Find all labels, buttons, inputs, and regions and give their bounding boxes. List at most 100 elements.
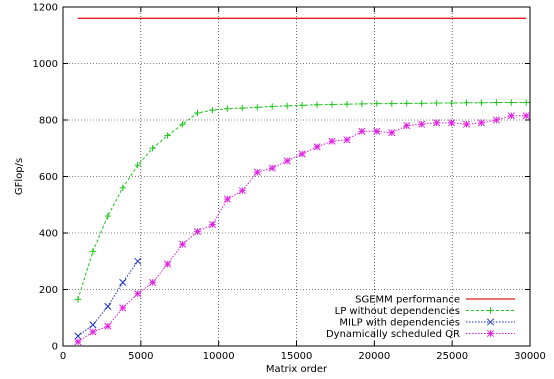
data-point: [89, 248, 97, 255]
x-tick-label: 10000: [203, 351, 235, 362]
data-point: [507, 112, 515, 120]
data-point: [269, 103, 276, 110]
data-point: [194, 109, 201, 117]
data-point: [522, 112, 530, 120]
data-point: [89, 321, 97, 329]
x-tick-label: 15000: [281, 351, 313, 362]
y-tick-label: 800: [39, 116, 58, 127]
data-point: [268, 164, 276, 172]
data-point: [493, 99, 500, 106]
x-tick-label: 0: [60, 351, 66, 362]
data-point: [178, 240, 187, 248]
legend-swatch-marker: [487, 307, 494, 314]
legend-entry: MILP with dependencies: [339, 318, 515, 329]
y-tick-label: 0: [52, 342, 58, 353]
data-point: [238, 187, 246, 195]
legend-swatch-marker: [486, 329, 495, 338]
legend-swatch-marker: [486, 318, 495, 326]
x-tick-label: 25000: [436, 351, 468, 362]
data-point: [433, 119, 441, 127]
y-axis-title: GFlop/s: [14, 158, 25, 195]
data-point: [104, 322, 112, 330]
x-tick-label: 30000: [514, 351, 546, 362]
x-tick-label: 5000: [128, 351, 153, 362]
data-point: [164, 260, 172, 268]
data-point: [89, 328, 97, 336]
data-point: [523, 99, 530, 106]
data-point: [74, 296, 82, 303]
data-point: [298, 150, 306, 158]
data-point: [447, 119, 456, 127]
data-point: [373, 100, 381, 107]
data-point: [209, 106, 216, 114]
x-axis-title: Matrix order: [266, 364, 328, 375]
data-point: [477, 119, 485, 127]
data-point: [74, 338, 82, 346]
y-tick-label: 200: [39, 285, 58, 296]
data-point: [179, 121, 186, 128]
grid: [63, 7, 530, 346]
data-point: [74, 332, 82, 340]
data-point: [313, 143, 321, 151]
data-point: [418, 120, 426, 128]
legend-entry: LP without dependencies: [335, 306, 515, 317]
legend-label: Dynamically scheduled QR: [326, 329, 460, 340]
data-point: [164, 132, 171, 139]
data-point: [119, 304, 127, 312]
legend-label: LP without dependencies: [335, 306, 460, 317]
data-point: [283, 102, 291, 110]
data-point: [388, 100, 395, 107]
data-point: [358, 100, 366, 108]
data-point: [343, 136, 351, 144]
data-point: [313, 101, 321, 108]
data-point: [223, 195, 231, 203]
data-point: [134, 290, 142, 298]
data-point: [253, 168, 261, 176]
data-point: [239, 104, 246, 112]
data-point: [328, 137, 336, 145]
legend-label: SGEMM performance: [355, 295, 460, 306]
series-1: [74, 99, 530, 303]
legend-label: MILP with dependencies: [339, 318, 460, 329]
data-point: [134, 162, 141, 169]
data-point: [149, 145, 156, 152]
data-point: [328, 101, 336, 108]
data-point: [403, 100, 410, 107]
series-3: [74, 112, 530, 346]
y-tick-label: 600: [39, 172, 58, 183]
data-point: [193, 228, 202, 236]
data-point: [508, 99, 515, 106]
data-point: [418, 100, 425, 107]
data-point: [463, 99, 470, 106]
y-tick-label: 1200: [33, 3, 58, 14]
data-point: [433, 99, 440, 107]
data-point: [254, 104, 261, 111]
data-point: [448, 99, 455, 107]
data-point: [208, 220, 216, 229]
data-point: [492, 116, 500, 124]
data-point: [343, 100, 351, 108]
y-tick-label: 1000: [33, 59, 58, 70]
data-point: [478, 99, 485, 106]
data-point: [119, 278, 127, 286]
data-point: [462, 120, 471, 128]
data-point: [149, 278, 157, 286]
data-point: [283, 157, 291, 165]
data-point: [298, 102, 306, 109]
y-tick-label: 400: [39, 229, 58, 240]
legend-entry: SGEMM performance: [355, 295, 515, 306]
data-point: [104, 212, 112, 220]
data-point: [403, 122, 411, 130]
x-tick-label: 20000: [358, 351, 390, 362]
series-layer: [74, 17, 530, 346]
series-2: [74, 257, 142, 340]
series-line: [77, 101, 527, 300]
data-point: [134, 257, 142, 265]
data-point: [104, 302, 112, 311]
axis-ticks: 0 5000 10000 15000 20000 25000 30000 0 200 400 600…: [33, 3, 546, 363]
data-point: [119, 184, 126, 191]
data-point: [388, 129, 396, 137]
